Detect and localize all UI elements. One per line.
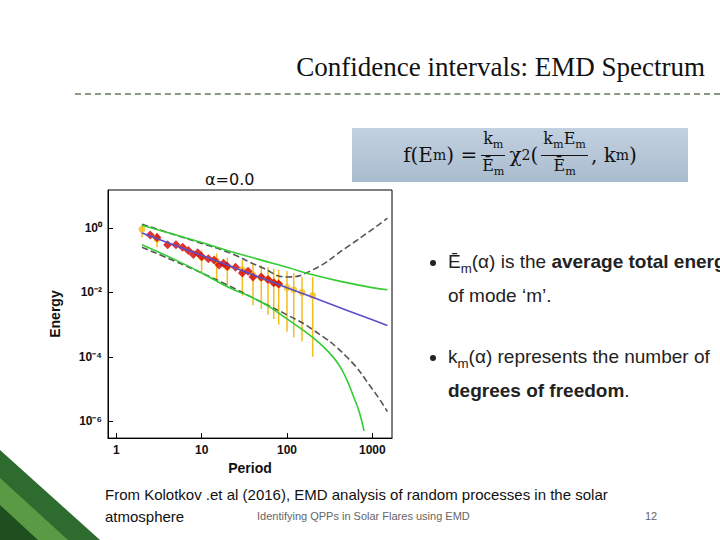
html-text:12: 12 (645, 510, 658, 522)
svg-text:10⁰: 10⁰ (85, 221, 103, 235)
html-text:of mode ‘m’.: of mode ‘m’. (448, 284, 552, 306)
svg-text:1: 1 (113, 443, 120, 457)
svg-text:α=0.0: α=0.0 (205, 170, 254, 189)
html-text:degrees of freedom.: degrees of freedom. (448, 379, 630, 401)
html-text:kmEm: kmEm (543, 129, 586, 152)
svg-text:10: 10 (195, 443, 209, 457)
html-text:km: km (483, 129, 504, 152)
html-text:Confidence intervals: EMD Spec: Confidence intervals: EMD Spectrum (296, 52, 705, 82)
html-text:Ēm(α) is the: Ēm(α) is the (448, 251, 552, 276)
html-text:Identifying QPPs in Solar Flar: Identifying QPPs in Solar Flares using E… (257, 510, 470, 522)
html-text:f(Em) =: f(Em) = (403, 143, 478, 167)
svg-text:10⁻⁶: 10⁻⁶ (79, 414, 102, 428)
html-text:Ēm: Ēm (482, 155, 505, 178)
html-text:From Kolotkov .et al (2016), E: From Kolotkov .et al (2016), EMD analysi… (105, 486, 608, 525)
html-text:χ2(: χ2( (509, 143, 539, 167)
svg-text:10⁻²: 10⁻² (81, 285, 102, 299)
svg-text:10⁻⁴: 10⁻⁴ (79, 350, 102, 364)
svg-text:100: 100 (277, 443, 297, 457)
html-text:km(α) represents the number of: km(α) represents the number of (448, 345, 710, 371)
svg-text:1000: 1000 (359, 443, 386, 457)
svg-text:Energy: Energy (47, 290, 63, 338)
html-text:, km): , km) (590, 143, 637, 167)
html-text:Ēm: Ēm (553, 155, 576, 178)
svg-text:Period: Period (228, 460, 272, 476)
